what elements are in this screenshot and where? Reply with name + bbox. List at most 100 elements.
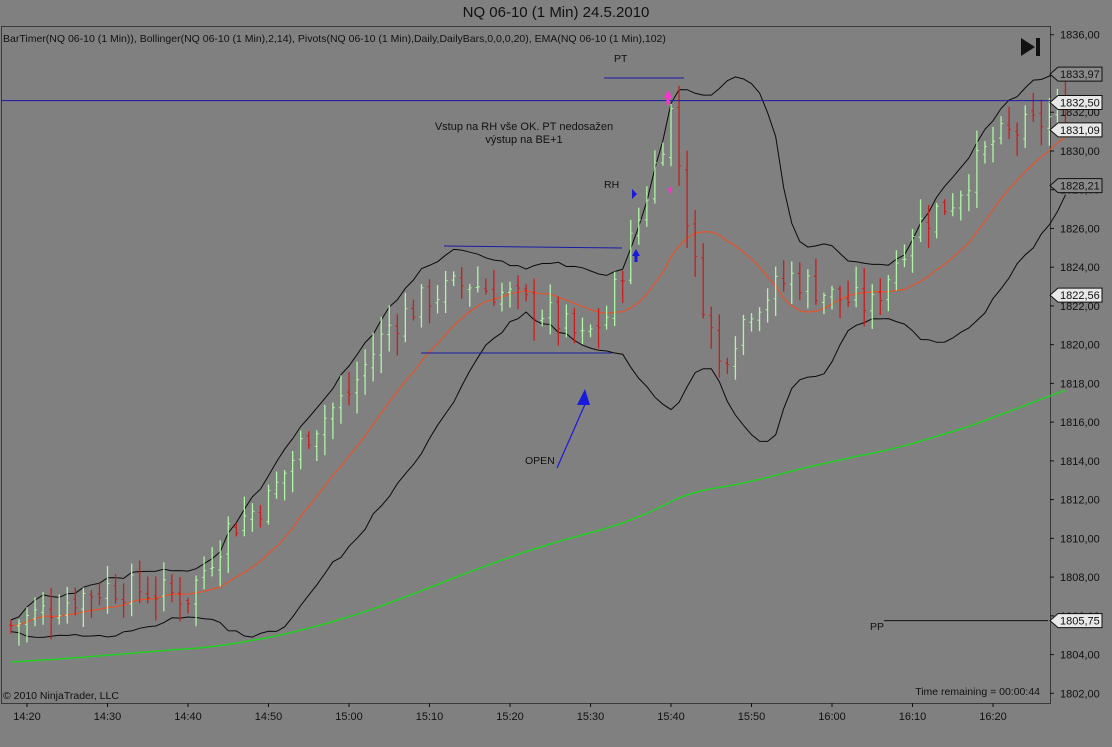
price-bar [153, 576, 158, 621]
price-bar [218, 540, 223, 587]
price-bar [540, 309, 545, 327]
price-bar [282, 470, 287, 501]
price-bar [636, 207, 641, 245]
price-bar [266, 484, 271, 525]
price-bar [749, 313, 754, 332]
x-tick-label: 16:00 [818, 711, 846, 723]
price-bar [395, 314, 400, 356]
rh-label: RH [604, 179, 619, 191]
ema-line [10, 389, 1066, 663]
x-tick-label: 15:40 [657, 711, 685, 723]
price-bar [926, 204, 931, 248]
price-bar [958, 190, 963, 221]
open-label: OPEN [525, 455, 555, 467]
y-tick-label: 1832,00 [1060, 107, 1100, 119]
price-bar [830, 285, 834, 310]
price-bar [878, 278, 883, 315]
price-bar [918, 199, 923, 243]
y-tick-label: 1836,00 [1060, 30, 1100, 42]
price-bar [234, 522, 239, 537]
price-bar [1039, 99, 1044, 146]
price-bar [371, 332, 376, 382]
price-marker-label: 1831,09 [1060, 125, 1100, 137]
plot-area[interactable] [1, 26, 1051, 704]
indicators-label: BarTimer(NQ 06-10 (1 Min)), Bollinger(NQ… [3, 33, 666, 45]
bollinger-lower-band [10, 194, 1066, 638]
price-bar [298, 430, 303, 470]
price-bar [797, 262, 802, 301]
price-bar [910, 228, 915, 273]
y-tick-label: 1820,00 [1060, 340, 1100, 352]
price-bar [524, 284, 529, 302]
price-bar [226, 516, 231, 574]
price-bar [685, 150, 690, 249]
price-bar [411, 299, 416, 321]
price-bar [242, 496, 247, 537]
play-next-icon[interactable] [1021, 38, 1040, 56]
price-bar [612, 271, 617, 326]
y-tick-label: 1814,00 [1060, 456, 1100, 468]
price-bar [306, 431, 311, 450]
price-marker: 1822,56 [1049, 287, 1103, 303]
x-tick-label: 15:00 [335, 711, 363, 723]
price-marker-label: 1833,97 [1060, 69, 1100, 81]
price-bar [725, 357, 730, 374]
price-bar [813, 258, 818, 305]
price-bar [942, 199, 947, 215]
price-bar [902, 244, 907, 268]
price-bar [33, 597, 38, 627]
y-tick-label: 1830,00 [1060, 146, 1100, 158]
price-bar [16, 619, 21, 646]
price-bar [65, 586, 70, 624]
price-bar [322, 404, 327, 456]
price-bar [1031, 93, 1036, 122]
price-marker: 1828,21 [1049, 178, 1103, 194]
price-bar [741, 314, 746, 356]
price-bar [652, 150, 657, 204]
pt-label: PT [614, 53, 628, 65]
open-arrow-head [577, 389, 590, 405]
price-bar [596, 308, 601, 349]
price-bar [950, 193, 955, 217]
price-bar [1007, 106, 1012, 139]
price-bar [145, 576, 150, 604]
resistance-line [443, 245, 623, 249]
price-bar [491, 269, 496, 306]
price-bar [508, 281, 512, 308]
price-bar [81, 587, 86, 628]
price-bar [427, 279, 432, 324]
price-bar [532, 278, 537, 341]
price-bar [999, 116, 1004, 145]
price-bar [781, 260, 786, 292]
y-tick-label: 1826,00 [1060, 223, 1100, 235]
price-bar [1023, 105, 1028, 148]
bollinger-middle-line [10, 136, 1066, 627]
price-bar [733, 336, 738, 380]
y-axis: 1802,001804,001806,001808,001810,001812,… [1050, 30, 1100, 700]
x-tick-label: 14:30 [94, 711, 122, 723]
price-bar [548, 284, 553, 335]
price-bar [717, 314, 722, 378]
price-bar [467, 283, 472, 307]
price-bar [620, 270, 625, 303]
price-bar [250, 503, 255, 532]
price-bar [886, 275, 891, 312]
price-marker: 1833,97 [1049, 66, 1103, 82]
price-bar [628, 219, 633, 285]
price-bar [757, 307, 762, 332]
y-tick-label: 1808,00 [1060, 572, 1100, 584]
price-marker-label: 1805,75 [1060, 616, 1100, 628]
price-bar [363, 349, 368, 395]
price-bar [1047, 98, 1052, 146]
price-bar [419, 284, 424, 328]
price-bar [25, 607, 29, 643]
price-bar [202, 556, 207, 590]
price-bar [290, 451, 295, 493]
note-line-2: výstup na BE+1 [485, 134, 562, 146]
price-bar [894, 250, 899, 291]
price-bar [475, 266, 480, 293]
price-bar [347, 372, 351, 406]
price-bar [483, 278, 488, 295]
y-tick-label: 1810,00 [1060, 533, 1100, 545]
